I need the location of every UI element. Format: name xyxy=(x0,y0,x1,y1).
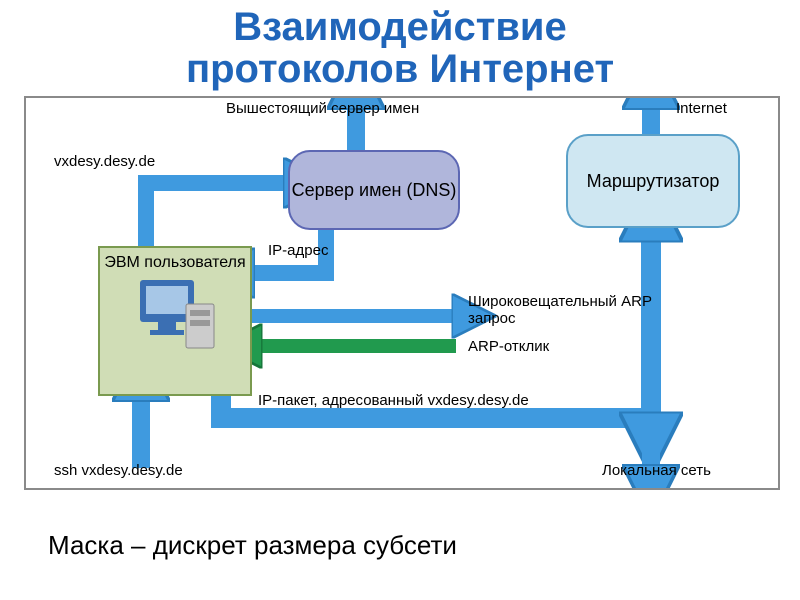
computer-icon xyxy=(130,276,220,354)
node-pc-label: ЭВМ пользователя xyxy=(104,254,245,272)
label-ssh: ssh vxdesy.desy.de xyxy=(54,462,183,479)
node-pc: ЭВМ пользователя xyxy=(98,246,252,396)
label-arp-req: Широковещательный ARP запрос xyxy=(468,294,668,327)
label-top-internet: Internet xyxy=(676,100,727,117)
page-title: Взаимодействие протоколов Интернет xyxy=(0,0,800,90)
title-line2: протоколов Интернет xyxy=(0,48,800,90)
label-top-dns: Вышестоящий сервер имен xyxy=(226,100,419,117)
node-router-label: Маршрутизатор xyxy=(587,171,720,192)
label-ip-addr: IP-адрес xyxy=(268,242,328,259)
node-dns: Сервер имен (DNS) xyxy=(288,150,460,230)
node-router: Маршрутизатор xyxy=(566,134,740,228)
title-line1: Взаимодействие xyxy=(0,6,800,48)
node-dns-label: Сервер имен (DNS) xyxy=(292,180,457,201)
diagram-frame: Сервер имен (DNS) Маршрутизатор ЭВМ поль… xyxy=(24,96,780,490)
label-localnet: Локальная сеть xyxy=(602,462,711,479)
label-vxdesy: vxdesy.desy.de xyxy=(54,153,155,170)
label-ip-packet: IP-пакет, адресованный vxdesy.desy.de xyxy=(258,392,529,409)
label-arp-resp: ARP-отклик xyxy=(468,338,549,355)
footnote: Маска – дискрет размера субсети xyxy=(48,530,457,561)
